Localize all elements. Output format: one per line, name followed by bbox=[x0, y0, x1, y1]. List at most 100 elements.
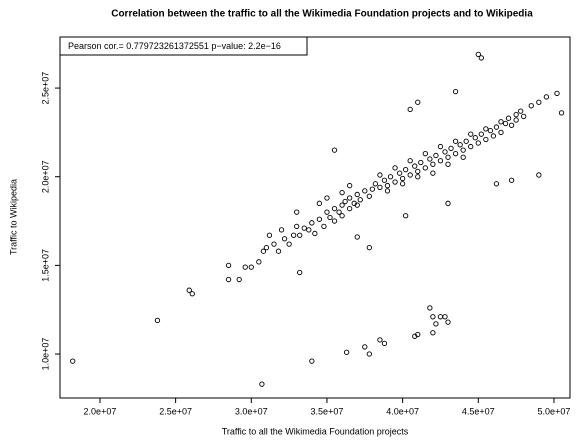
annotation-box bbox=[59, 36, 308, 56]
point bbox=[354, 234, 360, 240]
point bbox=[331, 205, 338, 212]
point bbox=[384, 188, 391, 194]
point bbox=[422, 151, 428, 157]
point bbox=[415, 331, 421, 338]
point bbox=[427, 305, 433, 311]
point bbox=[297, 232, 303, 238]
point bbox=[357, 197, 363, 203]
point bbox=[452, 88, 459, 95]
point bbox=[339, 202, 345, 208]
point bbox=[422, 165, 428, 171]
point bbox=[521, 113, 527, 120]
point bbox=[536, 99, 542, 105]
point bbox=[402, 166, 409, 173]
point bbox=[286, 241, 292, 247]
y-tick-label: 1.0e+07 bbox=[40, 338, 50, 371]
point bbox=[475, 51, 481, 58]
point bbox=[448, 145, 454, 151]
y-axis-label: Traffic to Wikipedia bbox=[8, 179, 18, 255]
point bbox=[354, 191, 360, 198]
point bbox=[457, 142, 463, 148]
point bbox=[430, 314, 436, 320]
point bbox=[186, 287, 192, 293]
point bbox=[275, 248, 282, 254]
x-tick-label: 2.5e+07 bbox=[159, 406, 192, 416]
point bbox=[301, 225, 307, 231]
point bbox=[392, 165, 398, 171]
x-tick-label: 2.0e+07 bbox=[84, 406, 117, 416]
point bbox=[309, 220, 315, 226]
point bbox=[281, 236, 288, 242]
point bbox=[518, 108, 524, 114]
point bbox=[399, 181, 406, 187]
point bbox=[536, 172, 542, 178]
point bbox=[407, 106, 413, 112]
point bbox=[396, 170, 403, 176]
point bbox=[306, 227, 312, 233]
x-axis-label: Traffic to all the Wikimedia Foundation … bbox=[222, 426, 409, 436]
point bbox=[433, 152, 439, 159]
annotation: Pearson cor.= 0.779723261372551 p−value:… bbox=[68, 41, 281, 51]
chart-title: Correlation between the traffic to all t… bbox=[111, 9, 533, 20]
point bbox=[399, 175, 406, 182]
point bbox=[498, 129, 504, 136]
point bbox=[309, 358, 315, 364]
point bbox=[498, 119, 504, 125]
point bbox=[483, 126, 489, 132]
point bbox=[362, 188, 368, 194]
point bbox=[445, 200, 451, 206]
point bbox=[407, 158, 413, 164]
point bbox=[347, 182, 353, 189]
point bbox=[508, 122, 515, 128]
point bbox=[343, 349, 350, 355]
point bbox=[415, 99, 421, 105]
y-tick-label: 1.5e+07 bbox=[40, 249, 50, 282]
point bbox=[513, 112, 519, 118]
point bbox=[490, 133, 497, 139]
point bbox=[354, 202, 360, 208]
point bbox=[339, 190, 345, 196]
point bbox=[452, 138, 459, 144]
point bbox=[387, 174, 394, 180]
point bbox=[437, 143, 444, 150]
point bbox=[260, 248, 267, 254]
plot-box bbox=[59, 36, 571, 399]
point bbox=[554, 90, 560, 97]
point bbox=[248, 264, 254, 270]
point bbox=[266, 232, 273, 238]
point bbox=[442, 149, 448, 155]
point bbox=[316, 200, 323, 206]
point bbox=[263, 244, 270, 251]
point bbox=[321, 223, 327, 230]
point bbox=[336, 209, 342, 215]
point bbox=[505, 115, 512, 121]
x-tick-label: 3.0e+07 bbox=[235, 406, 268, 416]
point bbox=[381, 177, 388, 183]
point bbox=[430, 170, 436, 176]
point bbox=[384, 182, 391, 189]
point bbox=[493, 124, 500, 130]
point bbox=[377, 337, 383, 343]
point bbox=[327, 214, 333, 221]
point bbox=[324, 195, 330, 201]
point bbox=[445, 319, 451, 325]
point bbox=[445, 161, 451, 167]
point bbox=[271, 241, 277, 247]
point bbox=[316, 216, 323, 222]
point bbox=[291, 232, 297, 238]
point bbox=[437, 158, 444, 164]
point bbox=[463, 138, 469, 144]
point bbox=[377, 184, 383, 191]
point bbox=[189, 291, 195, 297]
point bbox=[445, 154, 451, 160]
point bbox=[508, 177, 515, 183]
point bbox=[339, 213, 345, 219]
point bbox=[412, 163, 418, 169]
point bbox=[242, 264, 248, 270]
x-tick-label: 5.0e+07 bbox=[538, 406, 571, 416]
point bbox=[312, 230, 318, 237]
y-tick-label: 2.0e+07 bbox=[40, 160, 50, 193]
point bbox=[487, 127, 494, 134]
point bbox=[331, 218, 338, 224]
point bbox=[362, 344, 368, 350]
